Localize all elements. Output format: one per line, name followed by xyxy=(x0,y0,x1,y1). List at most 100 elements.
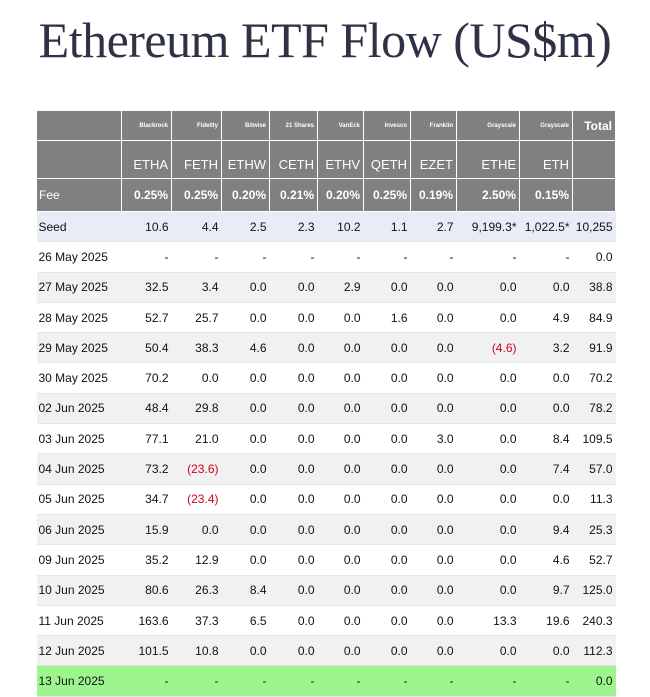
flow-value-cell: 26.3 xyxy=(171,575,222,606)
flow-value-cell: 0.0 xyxy=(221,635,270,667)
row-label: 12 Jun 2025 xyxy=(36,635,122,667)
flow-value-cell: 0.0 xyxy=(456,362,520,394)
flow-value-cell: 0.0 xyxy=(410,635,457,667)
flow-value-cell: 0.0 xyxy=(317,453,364,485)
flow-value-cell: 0.0 xyxy=(317,605,364,637)
row-total-cell: 125.0 xyxy=(572,575,616,606)
fee-cell: 0.25% xyxy=(171,178,222,212)
flow-value-cell: 0.0 xyxy=(410,484,457,515)
row-label: Seed xyxy=(36,211,122,243)
flow-value-cell: 0.0 xyxy=(317,362,364,394)
flow-value-cell: 10.8 xyxy=(171,635,222,667)
flow-value-cell: 3.2 xyxy=(519,332,573,364)
row-label: 11 Jun 2025 xyxy=(36,605,122,637)
flow-value-cell: 0.0 xyxy=(363,393,411,425)
flow-value-cell: 0.0 xyxy=(410,332,457,364)
flow-value-cell: 0.0 xyxy=(363,453,411,485)
flow-value-cell: 0.0 xyxy=(410,514,457,546)
flow-value-cell: 48.4 xyxy=(121,393,172,425)
flow-value-cell: 0.0 xyxy=(221,362,270,394)
flow-value-cell: 0.0 xyxy=(221,423,270,455)
flow-value-cell: 25.7 xyxy=(171,302,222,334)
flow-value-cell: 50.4 xyxy=(121,332,172,364)
ticker-header-cell: QETH xyxy=(363,140,411,179)
flow-value-cell: 0.0 xyxy=(317,423,364,455)
flow-value-cell: 70.2 xyxy=(121,362,172,394)
flow-value-cell: - xyxy=(269,241,318,273)
flow-value-cell: 52.7 xyxy=(121,302,172,334)
ticker-header-cell: FETH xyxy=(171,140,222,179)
flow-value-cell: 0.0 xyxy=(456,484,520,515)
table-row: 02 Jun 2025 48.4 29.8 0.0 0.0 0.0 0.0 0.0 0.0 0.0… xyxy=(36,393,616,425)
table-row: 26 May 2025- - - - - - - - -0.0 xyxy=(36,241,616,273)
flow-value-cell: 32.5 xyxy=(121,272,172,303)
flow-value-cell: 0.0 xyxy=(363,484,411,515)
ticker-header-cell: ETHE xyxy=(456,140,520,179)
flow-value-cell: 2.9 xyxy=(317,272,364,303)
flow-value-cell: 0.0 xyxy=(317,544,364,576)
issuer-header-cell: Fidelity xyxy=(171,110,222,141)
flow-value-cell: 0.0 xyxy=(363,635,411,667)
flow-value-cell: 0.0 xyxy=(410,575,457,606)
flow-value-cell: 0.0 xyxy=(410,544,457,576)
flow-value-cell: 0.0 xyxy=(221,302,270,334)
flow-value-cell: (23.4) xyxy=(171,484,222,515)
flow-value-cell: 0.0 xyxy=(363,272,411,303)
issuer-header-cell: Blackrock xyxy=(121,110,172,141)
flow-value-cell: - xyxy=(121,665,172,697)
flow-value-cell: 0.0 xyxy=(269,605,318,637)
flow-value-cell: 0.0 xyxy=(269,362,318,394)
row-total-cell: 10,255 xyxy=(572,211,616,243)
flow-value-cell: 101.5 xyxy=(121,635,172,667)
table-row: 30 May 2025 70.2 0.0 0.0 0.0 0.0 0.0 0.0 0.0 0.0 7… xyxy=(36,362,616,394)
flow-value-cell: 0.0 xyxy=(317,484,364,515)
flow-value-cell: 0.0 xyxy=(269,484,318,515)
flow-value-cell: 0.0 xyxy=(317,575,364,606)
flow-value-cell: 12.9 xyxy=(171,544,222,576)
row-total-cell: 109.5 xyxy=(572,423,616,455)
table-row: 12 Jun 2025 101.5 10.8 0.0 0.0 0.0 0.0 0.0 0.0 0.… xyxy=(36,635,616,667)
table-row: 29 May 2025 50.4 38.3 4.6 0.0 0.0 0.0 0.0 (4.6) 3… xyxy=(36,332,616,364)
flow-value-cell: 1.1 xyxy=(363,211,411,243)
flow-value-cell: 0.0 xyxy=(221,484,270,515)
flow-value-cell: - xyxy=(221,241,270,273)
flow-value-cell: - xyxy=(269,665,318,697)
flow-value-cell: (4.6) xyxy=(456,332,520,364)
flow-value-cell: 1,022.5* xyxy=(519,211,573,243)
flow-value-cell: 0.0 xyxy=(317,332,364,364)
row-total-cell: 0.0 xyxy=(572,665,616,697)
row-label: 09 Jun 2025 xyxy=(36,544,122,576)
flow-value-cell: 0.0 xyxy=(410,605,457,637)
flow-value-cell: 0.0 xyxy=(269,514,318,546)
ticker-header-cell: ETHA xyxy=(121,140,172,179)
flow-value-cell: - xyxy=(171,665,222,697)
row-total-cell: 91.9 xyxy=(572,332,616,364)
flow-value-cell: 10.6 xyxy=(121,211,172,243)
issuer-header-cell: Franklin xyxy=(410,110,457,141)
flow-value-cell: 0.0 xyxy=(269,544,318,576)
row-total-cell: 52.7 xyxy=(572,544,616,576)
flow-value-cell: - xyxy=(519,241,573,273)
flow-value-cell: 0.0 xyxy=(456,575,520,606)
flow-value-cell: 0.0 xyxy=(317,635,364,667)
seed-row: Seed 10.6 4.4 2.5 2.3 10.2 1.1 2.7 9,199.3* 1,022… xyxy=(36,211,616,243)
row-total-cell: 78.2 xyxy=(572,393,616,425)
flow-value-cell: 0.0 xyxy=(221,544,270,576)
flow-value-cell: 0.0 xyxy=(456,302,520,334)
flow-value-cell: 0.0 xyxy=(363,605,411,637)
flow-value-cell: 0.0 xyxy=(269,272,318,303)
flow-value-cell: (23.6) xyxy=(171,453,222,485)
flow-value-cell: 0.0 xyxy=(363,423,411,455)
flow-value-cell: 80.6 xyxy=(121,575,172,606)
table-row: 13 Jun 2025- - - - - - - - -0.0 xyxy=(36,665,616,697)
flow-value-cell: 29.8 xyxy=(171,393,222,425)
flow-value-cell: 13.3 xyxy=(456,605,520,637)
table-row: 11 Jun 2025 163.6 37.3 6.5 0.0 0.0 0.0 0.0 13.3 1… xyxy=(36,605,616,637)
flow-value-cell: 0.0 xyxy=(221,272,270,303)
ticker-header-cell: ETHW xyxy=(221,140,270,179)
flow-value-cell: 3.0 xyxy=(410,423,457,455)
flow-value-cell: 0.0 xyxy=(269,575,318,606)
flow-value-cell: 0.0 xyxy=(410,302,457,334)
flow-value-cell: 0.0 xyxy=(456,635,520,667)
etf-flow-table: Blackrock Fidelity Bitwise 21 Shares Van… xyxy=(36,110,616,697)
